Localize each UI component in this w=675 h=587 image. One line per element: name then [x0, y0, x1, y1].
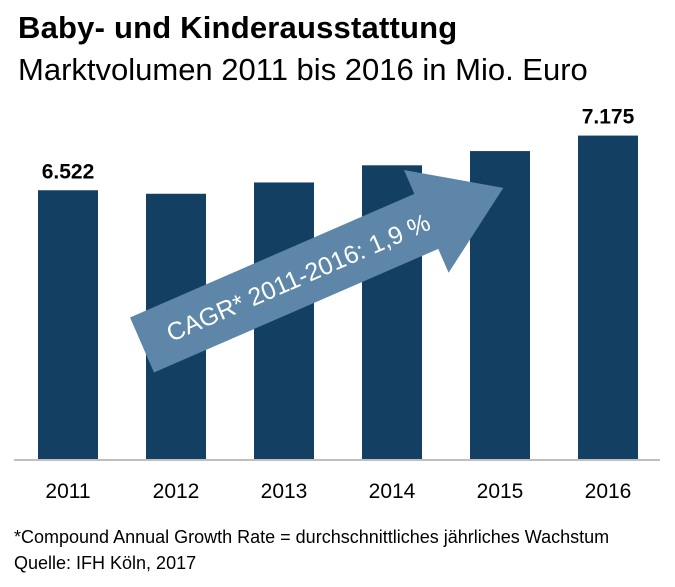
footnote-definition: *Compound Annual Growth Rate = durchschn… [14, 527, 610, 547]
cagr-arrow-shape [130, 170, 504, 373]
data-label-2016: 7.175 [582, 106, 635, 129]
x-tick-label-2011: 2011 [45, 480, 90, 503]
x-tick-label-2014: 2014 [369, 480, 416, 503]
data-labels: 6.522 7.175 [42, 106, 635, 184]
x-tick-label-2016: 2016 [585, 480, 632, 503]
chart-title: Baby- und Kinderausstattung [18, 10, 458, 45]
bar-2011 [38, 190, 98, 460]
chart-subtitle: Marktvolumen 2011 bis 2016 in Mio. Euro [18, 52, 588, 87]
data-label-2011: 6.522 [42, 160, 95, 183]
x-tick-label-2012: 2012 [153, 480, 200, 503]
x-tick-labels: 2011 2012 2013 2014 2015 2016 [45, 480, 631, 503]
x-tick-label-2013: 2013 [261, 480, 308, 503]
x-tick-label-2015: 2015 [477, 480, 524, 503]
bar-2016 [578, 135, 638, 460]
bars-group [38, 135, 638, 461]
footnote-source: Quelle: IFH Köln, 2017 [14, 553, 197, 573]
